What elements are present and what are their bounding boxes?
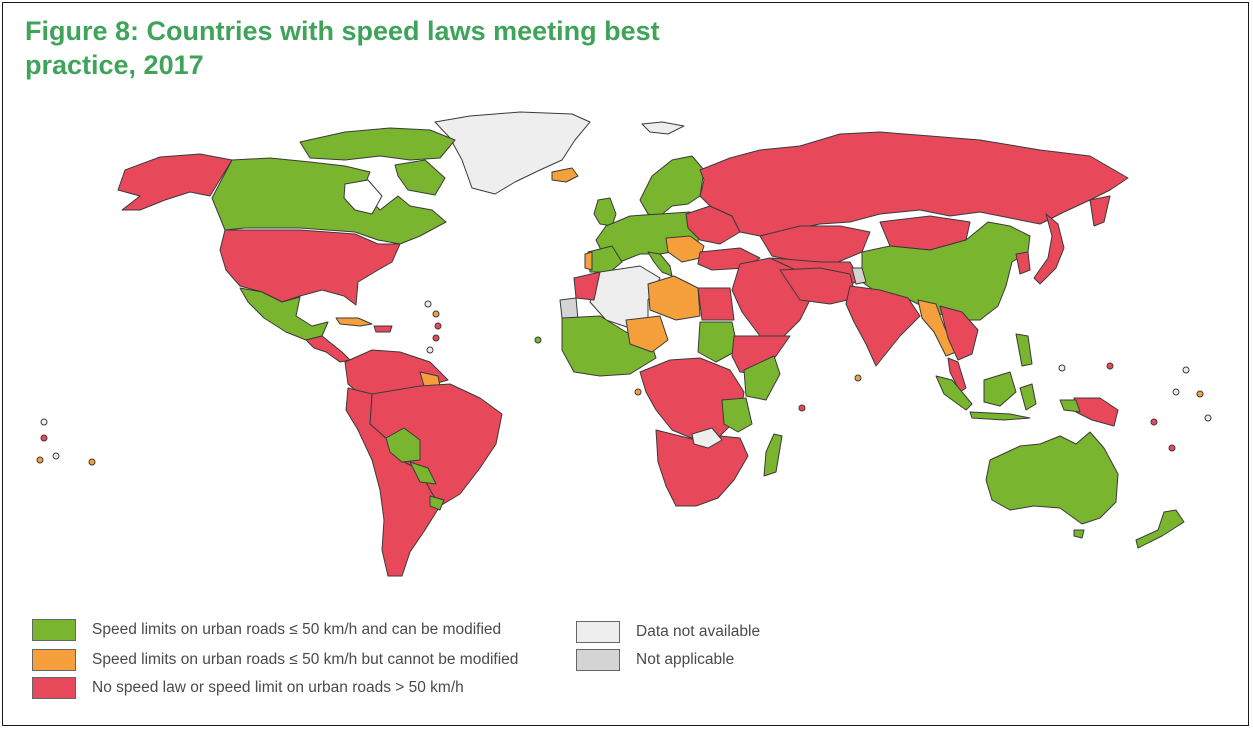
- sahel-orange: [625, 315, 669, 353]
- island-marker: [88, 458, 96, 466]
- egypt: [697, 287, 735, 321]
- figure-title: Figure 8: Countries with speed laws meet…: [25, 16, 660, 80]
- borneo: [983, 371, 1017, 407]
- kamchatka: [1089, 195, 1111, 227]
- world-map: [36, 111, 1212, 577]
- island-marker: [1182, 366, 1190, 374]
- island-marker: [634, 388, 642, 396]
- libya: [647, 275, 701, 321]
- central-america: [305, 335, 351, 363]
- paraguay: [409, 461, 437, 485]
- bolivia: [385, 427, 421, 463]
- legend-label: Not applicable: [636, 651, 735, 668]
- portugal: [584, 251, 593, 271]
- new-zealand: [1135, 509, 1185, 549]
- island-marker: [1106, 362, 1114, 370]
- canada-arctic-islands: [299, 127, 456, 161]
- italy: [647, 251, 673, 277]
- malay-peninsula: [947, 357, 967, 393]
- korea: [1015, 251, 1031, 275]
- island-marker: [1150, 418, 1158, 426]
- canada-baffin: [394, 159, 446, 196]
- iceland: [551, 167, 579, 183]
- island-marker: [534, 336, 542, 344]
- australia: [985, 431, 1119, 525]
- island-marker: [432, 310, 440, 318]
- legend-item-not-applicable: Not applicable: [576, 649, 734, 671]
- scandinavia: [639, 155, 705, 217]
- legend-swatch: [32, 619, 76, 641]
- uruguay: [429, 495, 445, 511]
- greenland: [434, 111, 591, 195]
- island-marker: [432, 334, 440, 342]
- svalbard: [641, 121, 685, 135]
- indochina: [939, 305, 979, 361]
- india: [845, 285, 921, 367]
- legend-label: Speed limits on urban roads ≤ 50 km/h an…: [92, 621, 502, 638]
- legend-label: Data not available: [636, 623, 761, 640]
- united-states: [219, 229, 401, 306]
- legend-label: No speed law or speed limit on urban roa…: [92, 679, 464, 696]
- alaska: [117, 153, 233, 211]
- legend-swatch: [32, 677, 76, 699]
- west-africa: [561, 315, 657, 377]
- sudan: [697, 321, 739, 363]
- sulawesi: [1019, 383, 1037, 411]
- island-marker: [434, 322, 442, 330]
- island-marker: [36, 456, 44, 464]
- legend-item-red: No speed law or speed limit on urban roa…: [32, 677, 464, 699]
- philippines: [1015, 333, 1033, 367]
- western-sahara: [559, 297, 579, 321]
- island-marker: [1204, 414, 1212, 422]
- legend-item-green: Speed limits on urban roads ≤ 50 km/h an…: [32, 619, 501, 641]
- island-marker: [40, 434, 48, 442]
- legend-item-orange: Speed limits on urban roads ≤ 50 km/h bu…: [32, 649, 518, 671]
- japan: [1033, 213, 1065, 285]
- east-africa: [743, 355, 781, 401]
- legend-item-no-data: Data not available: [576, 621, 760, 643]
- island-marker: [798, 404, 806, 412]
- island-marker: [52, 452, 60, 460]
- hispaniola: [373, 325, 393, 333]
- tasmania: [1073, 529, 1085, 539]
- island-marker: [854, 374, 862, 382]
- morocco: [573, 271, 601, 301]
- island-marker: [1172, 388, 1180, 396]
- tanzania: [721, 397, 753, 433]
- sumatra: [935, 375, 973, 411]
- legend-swatch: [32, 649, 76, 671]
- russia: [699, 131, 1129, 237]
- mexico: [239, 287, 329, 341]
- island-marker: [426, 346, 434, 354]
- pakistan: [851, 267, 867, 285]
- cuba: [335, 317, 373, 327]
- java: [969, 411, 1031, 421]
- canada: [211, 157, 447, 245]
- island-marker: [1058, 364, 1066, 372]
- legend-swatch: [576, 649, 620, 671]
- island-marker: [1168, 444, 1176, 452]
- island-marker: [424, 300, 432, 308]
- legend-swatch: [576, 621, 620, 643]
- island-marker: [1196, 390, 1204, 398]
- hudson-bay: [343, 179, 383, 215]
- myanmar-thailand: [917, 299, 957, 357]
- island-marker: [40, 418, 48, 426]
- east-timor: [1059, 399, 1081, 413]
- kazakhstan: [759, 225, 871, 263]
- new-guinea: [1073, 397, 1119, 427]
- uk-ireland: [593, 197, 617, 227]
- madagascar: [763, 433, 783, 477]
- zambia-nodata: [691, 427, 723, 449]
- legend-label: Speed limits on urban roads ≤ 50 km/h bu…: [92, 651, 519, 668]
